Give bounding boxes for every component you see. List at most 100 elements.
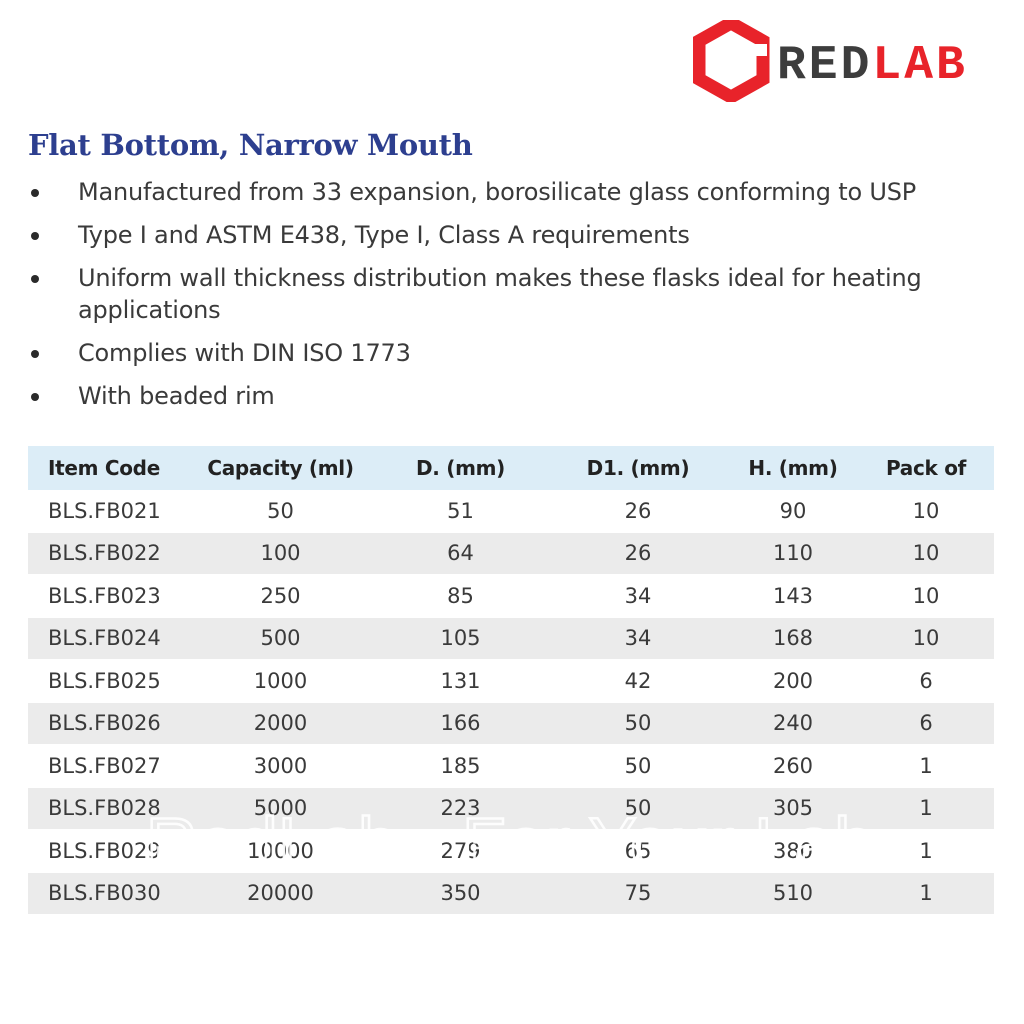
header-capacity: Capacity (ml): [188, 446, 373, 490]
table-row: BLS.FB025 1000 131 42 200 6: [28, 659, 994, 703]
cell-pack-of: 10: [858, 617, 994, 660]
feature-text: Manufactured from 33 expansion, borosili…: [78, 178, 917, 206]
cell-d1: 50: [548, 744, 728, 788]
table-row: BLS.FB027 3000 185 50 260 1: [28, 744, 994, 788]
cell-d: 105: [373, 617, 548, 660]
cell-item-code: BLS.FB029: [28, 829, 188, 873]
cell-capacity: 250: [188, 574, 373, 618]
cell-capacity: 500: [188, 617, 373, 660]
bullet-dot-icon: [31, 189, 39, 197]
feature-text: Complies with DIN ISO 1773: [78, 339, 411, 367]
cell-item-code: BLS.FB024: [28, 617, 188, 660]
cell-h: 240: [728, 702, 858, 745]
cell-d1: 34: [548, 617, 728, 660]
feature-item: Manufactured from 33 expansion, borosili…: [28, 176, 1003, 208]
cell-capacity: 100: [188, 532, 373, 575]
bullet-dot-icon: [31, 393, 39, 401]
redlab-logo-graphic: REDLAB: [693, 20, 968, 102]
cell-capacity: 2000: [188, 702, 373, 745]
cell-d: 85: [373, 574, 548, 618]
feature-item: Uniform wall thickness distribution make…: [28, 262, 1003, 326]
cell-pack-of: 1: [858, 787, 994, 830]
table-row: BLS.FB028 5000 223 50 305 1: [28, 787, 994, 830]
spec-table: Item Code Capacity (ml) D. (mm) D1. (mm)…: [28, 446, 994, 915]
cell-item-code: BLS.FB023: [28, 574, 188, 618]
hexagon-logo-icon: [693, 20, 770, 102]
cell-capacity: 20000: [188, 872, 373, 915]
cell-pack-of: 1: [858, 744, 994, 788]
cell-item-code: BLS.FB025: [28, 659, 188, 703]
cell-d: 131: [373, 659, 548, 703]
cell-h: 305: [728, 787, 858, 830]
table-row: BLS.FB021 50 51 26 90 10: [28, 490, 994, 533]
bullet-dot-icon: [31, 232, 39, 240]
feature-text: Uniform wall thickness distribution make…: [78, 264, 922, 324]
cell-capacity: 50: [188, 490, 373, 533]
cell-capacity: 1000: [188, 659, 373, 703]
table-row: BLS.FB022 100 64 26 110 10: [28, 532, 994, 575]
table-row: BLS.FB030 20000 350 75 510 1: [28, 872, 994, 915]
cell-pack-of: 10: [858, 490, 994, 533]
cell-item-code: BLS.FB028: [28, 787, 188, 830]
header-h: H. (mm): [728, 446, 858, 490]
section-title: Flat Bottom, Narrow Mouth: [28, 128, 473, 162]
cell-h: 260: [728, 744, 858, 788]
cell-pack-of: 1: [858, 829, 994, 873]
cell-d1: 26: [548, 490, 728, 533]
feature-item: Complies with DIN ISO 1773: [28, 337, 1003, 369]
table-row: BLS.FB026 2000 166 50 240 6: [28, 702, 994, 745]
feature-list: Manufactured from 33 expansion, borosili…: [28, 176, 1003, 423]
header-d: D. (mm): [373, 446, 548, 490]
cell-h: 510: [728, 872, 858, 915]
header-d1: D1. (mm): [548, 446, 728, 490]
cell-d1: 50: [548, 787, 728, 830]
cell-h: 143: [728, 574, 858, 618]
cell-pack-of: 6: [858, 659, 994, 703]
feature-text: Type I and ASTM E438, Type I, Class A re…: [78, 221, 690, 249]
cell-d1: 34: [548, 574, 728, 618]
cell-h: 90: [728, 490, 858, 533]
header-pack-of: Pack of: [858, 446, 994, 490]
cell-d: 185: [373, 744, 548, 788]
table-row: BLS.FB023 250 85 34 143 10: [28, 574, 994, 618]
cell-d1: 42: [548, 659, 728, 703]
logo-text-red: RED: [777, 39, 872, 93]
cell-d: 166: [373, 702, 548, 745]
redlab-logo: REDLAB: [693, 20, 998, 102]
table-header-row: Item Code Capacity (ml) D. (mm) D1. (mm)…: [28, 446, 994, 490]
cell-d1: 50: [548, 702, 728, 745]
cell-pack-of: 10: [858, 532, 994, 575]
cell-pack-of: 1: [858, 872, 994, 915]
cell-d1: 26: [548, 532, 728, 575]
cell-item-code: BLS.FB030: [28, 872, 188, 915]
table-row: BLS.FB029 10000 279 65 380 1: [28, 829, 994, 873]
cell-item-code: BLS.FB027: [28, 744, 188, 788]
cell-h: 110: [728, 532, 858, 575]
cell-capacity: 10000: [188, 829, 373, 873]
cell-h: 168: [728, 617, 858, 660]
cell-h: 380: [728, 829, 858, 873]
bullet-dot-icon: [31, 275, 39, 283]
cell-h: 200: [728, 659, 858, 703]
cell-item-code: BLS.FB022: [28, 532, 188, 575]
feature-item: With beaded rim: [28, 380, 1003, 412]
cell-d: 223: [373, 787, 548, 830]
feature-text: With beaded rim: [78, 382, 275, 410]
cell-d1: 65: [548, 829, 728, 873]
bullet-dot-icon: [31, 350, 39, 358]
cell-item-code: BLS.FB021: [28, 490, 188, 533]
cell-pack-of: 6: [858, 702, 994, 745]
table-row: BLS.FB024 500 105 34 168 10: [28, 617, 994, 660]
cell-d: 279: [373, 829, 548, 873]
logo-text-lab: LAB: [872, 39, 967, 93]
cell-capacity: 5000: [188, 787, 373, 830]
header-item-code: Item Code: [28, 446, 188, 490]
cell-d: 350: [373, 872, 548, 915]
feature-item: Type I and ASTM E438, Type I, Class A re…: [28, 219, 1003, 251]
svg-text:REDLAB: REDLAB: [777, 39, 968, 93]
cell-pack-of: 10: [858, 574, 994, 618]
cell-d1: 75: [548, 872, 728, 915]
cell-d: 51: [373, 490, 548, 533]
cell-item-code: BLS.FB026: [28, 702, 188, 745]
cell-capacity: 3000: [188, 744, 373, 788]
